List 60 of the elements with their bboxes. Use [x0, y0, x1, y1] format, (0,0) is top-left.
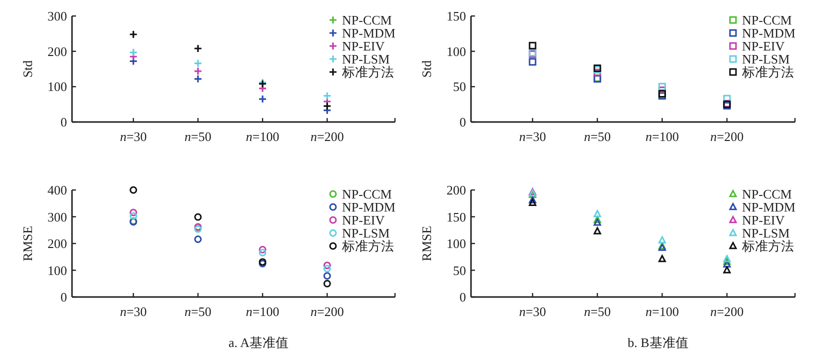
y-tick-label: 100 [48, 262, 67, 278]
x-tick-label: n=100 [246, 304, 280, 319]
y-tick-label: 100 [446, 236, 466, 251]
x-tick-label: n=200 [310, 129, 344, 144]
y-axis-title: RMSE [419, 226, 434, 262]
legend-label: NP-LSM [742, 52, 790, 66]
y-tick-label: 0 [60, 290, 67, 304]
legend-label: NP-MDM [742, 26, 796, 40]
legend-label: 标准方法 [341, 238, 394, 254]
legend-label: 标准方法 [741, 64, 794, 80]
x-tick-label: n=50 [584, 129, 611, 144]
x-tick-label: n=100 [645, 129, 679, 144]
x-tick-label: n=50 [184, 304, 212, 319]
y-tick-label: 50 [453, 79, 466, 94]
y-axis-title: RMSE [20, 226, 35, 262]
y-tick-label: 0 [60, 114, 67, 130]
y-tick-label: 300 [48, 209, 67, 224]
x-tick-label: n=200 [310, 304, 344, 319]
legend-label: 标准方法 [741, 238, 794, 254]
legend-label: NP-LSM [342, 226, 390, 240]
y-axis-title: Std [20, 60, 35, 78]
legend-label: NP-MDM [342, 200, 396, 214]
x-tick-label: n=200 [710, 129, 744, 144]
x-tick-label: n=100 [645, 304, 679, 319]
legend-label: NP-LSM [742, 226, 790, 240]
y-tick-label: 100 [446, 44, 466, 59]
legend-label: NP-EIV [342, 38, 386, 54]
y-tick-label: 50 [453, 262, 466, 278]
legend-label: NP-CCM [742, 186, 792, 202]
x-tick-label: n=200 [710, 304, 744, 319]
y-tick-label: 0 [460, 114, 466, 130]
text: b. B基准值 [628, 335, 688, 350]
y-tick-label: 200 [446, 182, 466, 198]
x-tick-label: n=30 [519, 129, 546, 144]
legend-label: NP-MDM [342, 26, 396, 40]
y-tick-label: 150 [446, 209, 466, 224]
y-tick-label: 0 [460, 290, 466, 304]
x-tick-label: n=30 [120, 129, 147, 144]
x-tick-label: n=50 [184, 129, 212, 144]
y-tick-label: 200 [48, 236, 67, 251]
text: a. A基准值 [228, 335, 288, 350]
legend-label: NP-EIV [342, 212, 386, 228]
legend-label: NP-CCM [742, 12, 792, 28]
y-tick-label: 100 [48, 79, 67, 94]
legend-label: 标准方法 [341, 64, 394, 80]
y-tick-label: 300 [48, 8, 67, 24]
y-tick-label: 400 [48, 182, 67, 198]
x-tick-label: n=30 [120, 304, 147, 319]
legend-label: NP-EIV [742, 212, 786, 228]
legend-label: NP-EIV [742, 38, 786, 54]
legend-label: NP-CCM [342, 12, 392, 28]
legend-label: NP-MDM [742, 200, 796, 214]
y-tick-label: 150 [446, 8, 466, 24]
y-axis-title: Std [419, 60, 434, 78]
x-tick-label: n=100 [246, 129, 280, 144]
legend-label: NP-LSM [342, 52, 390, 66]
x-tick-label: n=30 [519, 304, 546, 319]
y-tick-label: 200 [48, 44, 67, 59]
x-tick-label: n=50 [584, 304, 611, 319]
legend-label: NP-CCM [342, 186, 392, 202]
